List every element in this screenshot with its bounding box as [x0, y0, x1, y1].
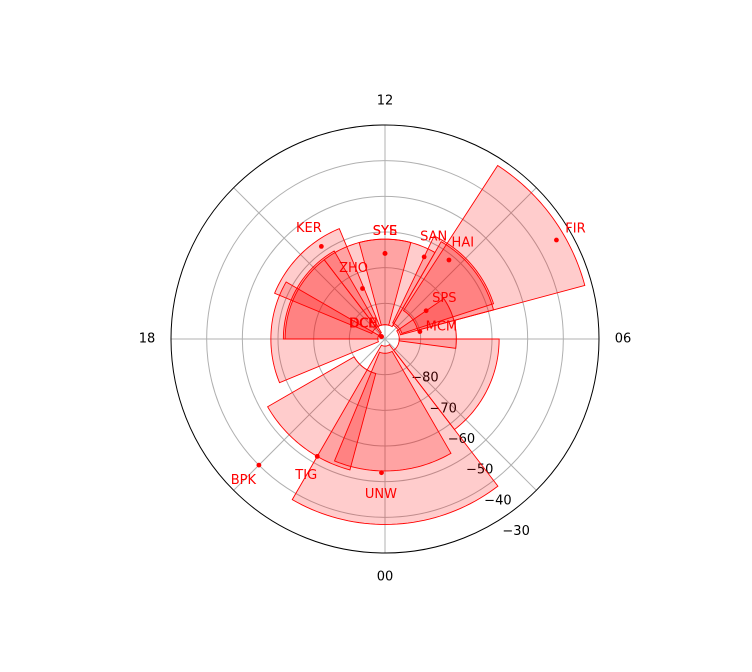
station-label-sps: SPS — [432, 291, 456, 306]
station-label-sys: SYS — [373, 224, 397, 239]
fov-bpk — [291, 344, 499, 525]
station-label-dce: DCE — [350, 317, 377, 332]
radial-tick-label: −60 — [448, 432, 475, 447]
station-label-tig: TIG — [294, 468, 317, 483]
fov-mcm — [393, 338, 500, 431]
fov-dcn — [270, 281, 380, 384]
fov-sps — [396, 297, 457, 349]
station-label-mcm: MCM — [426, 320, 458, 335]
radial-gridline — [241, 195, 529, 483]
station-marker-san — [421, 254, 427, 260]
radial-gridline — [206, 160, 564, 518]
station-label-san: SAN — [420, 230, 447, 245]
station-marker-tig — [314, 453, 320, 459]
angular-tick-label: 00 — [377, 570, 394, 585]
fov-san — [392, 235, 495, 335]
radial-tick-label: −40 — [484, 493, 511, 508]
station-label-sye: SYE — [373, 224, 397, 239]
station-marker-fir — [554, 237, 559, 243]
marker-layer — [256, 237, 559, 476]
station-marker-hai — [446, 257, 452, 263]
fov-unw — [333, 350, 452, 472]
station-marker-ker — [318, 244, 324, 249]
station-marker-sye — [382, 251, 388, 256]
station-label-unw: UNW — [365, 487, 397, 502]
station-label-hai: HAI — [452, 235, 475, 250]
angular-tick-label: 12 — [377, 94, 394, 109]
station-marker-mcm — [417, 329, 423, 334]
station-label-fir: FIR — [565, 222, 585, 237]
station-marker-dcn — [379, 334, 384, 339]
radial-tick-label: −70 — [429, 401, 456, 416]
station-marker-zho — [360, 286, 365, 291]
angular-tick-label: 06 — [615, 332, 632, 347]
angular-tick-label: 18 — [139, 332, 156, 347]
fov-layer — [267, 164, 586, 525]
station-label-dcn: DCN — [349, 317, 378, 332]
station-marker-sps — [423, 308, 429, 314]
station-marker-bpk — [256, 462, 262, 468]
fov-tig — [267, 356, 377, 471]
polar-frame — [170, 124, 600, 554]
fov-fir — [402, 164, 586, 331]
station-label-ker: KER — [296, 221, 322, 236]
radial-tick-label: −50 — [466, 463, 493, 478]
station-marker-unw — [379, 470, 384, 476]
station-label-zho: ZHO — [339, 261, 368, 276]
station-label-bpk: BPK — [231, 473, 257, 488]
radial-tick-label: −30 — [502, 524, 529, 539]
